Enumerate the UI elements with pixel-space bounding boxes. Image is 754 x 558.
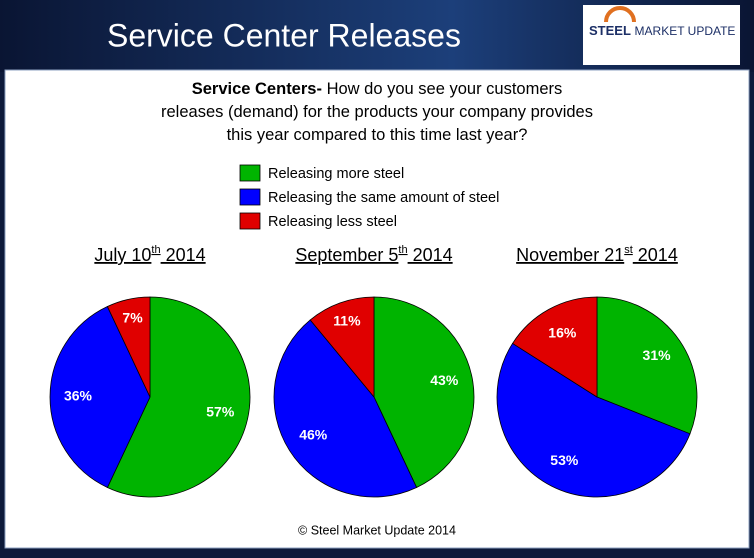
value-label: 16% xyxy=(548,325,577,341)
chart-title: September 5th 2014 xyxy=(295,244,452,265)
chart-title: November 21st 2014 xyxy=(516,244,678,265)
pie-slice xyxy=(596,296,698,435)
legend-label: Releasing the same amount of steel xyxy=(268,190,499,206)
value-label: 46% xyxy=(299,426,328,442)
pie-slice xyxy=(496,342,691,498)
legend-swatch xyxy=(239,212,261,230)
pie-slice xyxy=(106,296,151,398)
value-label: 11% xyxy=(333,312,361,328)
value-label: 43% xyxy=(430,372,459,388)
legend-swatch xyxy=(239,188,261,206)
pie-slice xyxy=(49,305,151,489)
footer: © Steel Market Update 2014 xyxy=(298,523,456,537)
value-label: 36% xyxy=(64,388,93,404)
chart-title: July 10th 2014 xyxy=(94,244,205,265)
pie-slice xyxy=(373,296,475,489)
value-label: 7% xyxy=(122,310,143,326)
legend-swatch xyxy=(239,164,261,182)
value-label: 31% xyxy=(643,347,672,363)
value-label: 53% xyxy=(550,452,579,468)
slide-title: Service Center Releases xyxy=(107,17,461,53)
pie-slice xyxy=(273,319,418,498)
legend-label: Releasing less steel xyxy=(268,214,397,230)
logo-text: STEEL MARKET UPDATE xyxy=(589,23,735,38)
pie-slice xyxy=(512,296,598,398)
pie-slice xyxy=(106,296,251,498)
value-label: 57% xyxy=(206,403,235,419)
question: Service Centers- How do you see your cus… xyxy=(161,80,593,144)
legend-label: Releasing more steel xyxy=(268,166,404,182)
pie-slice xyxy=(309,296,375,399)
logo-swoosh xyxy=(604,6,636,23)
